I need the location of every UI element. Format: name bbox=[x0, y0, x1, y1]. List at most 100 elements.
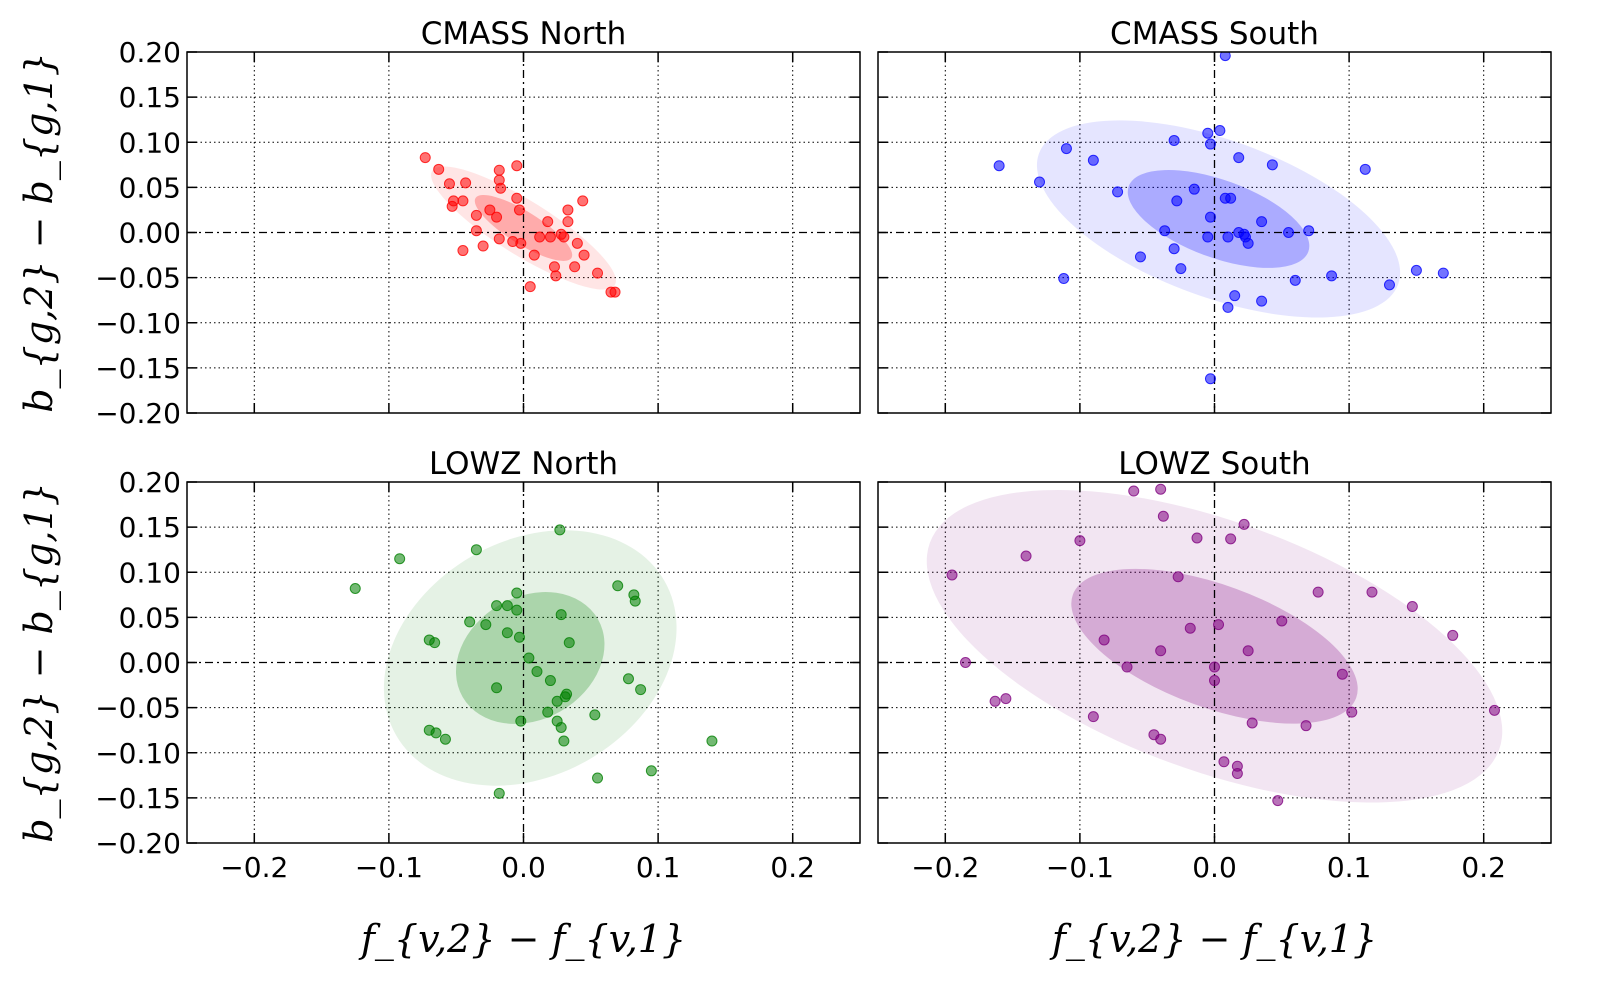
data-point bbox=[578, 249, 590, 261]
data-point bbox=[1172, 571, 1184, 583]
panel-title: LOWZ North bbox=[429, 446, 618, 482]
data-point bbox=[419, 152, 431, 164]
data-point bbox=[635, 684, 647, 696]
data-point bbox=[562, 204, 574, 216]
data-point bbox=[1266, 159, 1278, 171]
y-tick-label: −0.15 bbox=[95, 352, 181, 385]
data-point bbox=[1229, 290, 1241, 302]
panel-1: CMASS South bbox=[877, 16, 1552, 414]
data-point bbox=[1204, 211, 1216, 223]
data-point bbox=[430, 727, 442, 739]
x-tick-label: 0.0 bbox=[1192, 851, 1237, 884]
y-tick-label: 0.20 bbox=[119, 466, 181, 499]
data-point bbox=[1202, 127, 1214, 139]
data-point bbox=[470, 544, 482, 556]
data-point bbox=[457, 195, 469, 207]
data-point bbox=[501, 627, 513, 639]
data-point bbox=[457, 245, 469, 257]
data-point bbox=[1406, 601, 1418, 613]
data-point bbox=[1256, 295, 1268, 307]
data-point bbox=[1134, 251, 1146, 263]
data-point bbox=[1159, 225, 1171, 237]
data-point bbox=[1112, 186, 1124, 198]
data-point bbox=[993, 160, 1005, 172]
data-point bbox=[1020, 550, 1032, 562]
data-point bbox=[1128, 485, 1140, 497]
data-point bbox=[1175, 263, 1187, 275]
data-point bbox=[1326, 270, 1338, 282]
data-point bbox=[1155, 483, 1167, 495]
data-point bbox=[439, 733, 451, 745]
confidence-ellipse-inner bbox=[1127, 169, 1310, 268]
data-point bbox=[554, 524, 566, 536]
data-point bbox=[433, 163, 445, 175]
data-point bbox=[1168, 243, 1180, 255]
data-point bbox=[464, 616, 476, 628]
x-tick-label: 0.2 bbox=[1461, 851, 1506, 884]
data-point bbox=[592, 772, 604, 784]
x-tick-label: 0.0 bbox=[501, 851, 546, 884]
data-point bbox=[493, 164, 505, 176]
data-point bbox=[491, 211, 503, 223]
data-point bbox=[470, 225, 482, 237]
data-point bbox=[528, 249, 540, 261]
x-axis-label: f_{v,2} − f_{v,1} bbox=[1049, 917, 1377, 962]
data-point bbox=[1366, 586, 1378, 598]
data-point bbox=[571, 237, 583, 249]
data-point bbox=[1214, 125, 1226, 137]
data-point bbox=[1437, 267, 1449, 279]
data-point bbox=[349, 582, 361, 594]
data-point bbox=[544, 675, 556, 687]
panel-2: LOWZ North0.200.150.100.050.00−0.05−0.10… bbox=[17, 446, 861, 962]
data-point bbox=[1233, 152, 1245, 164]
data-point bbox=[1383, 279, 1395, 291]
data-point bbox=[1359, 163, 1371, 175]
x-axis-label: f_{v,2} − f_{v,1} bbox=[358, 917, 686, 962]
y-tick-label: 0.05 bbox=[119, 601, 181, 634]
data-point bbox=[1202, 231, 1214, 243]
data-point bbox=[443, 178, 455, 190]
y-tick-label: −0.05 bbox=[95, 262, 181, 295]
data-point bbox=[989, 695, 1001, 707]
data-point bbox=[493, 233, 505, 245]
data-point bbox=[1246, 717, 1258, 729]
data-point bbox=[1272, 795, 1284, 807]
data-point bbox=[1087, 711, 1099, 723]
panel-3: LOWZ South −0.2 −0.1 0.0 0.1 0.2 f_{v,2} − f_{… bbox=[877, 446, 1552, 962]
data-point bbox=[515, 715, 527, 727]
data-point bbox=[959, 657, 971, 668]
data-point bbox=[1184, 622, 1196, 634]
data-point bbox=[1242, 645, 1254, 657]
ellipse-group bbox=[1036, 120, 1401, 318]
data-point bbox=[1256, 216, 1268, 228]
data-point bbox=[622, 673, 634, 685]
y-tick-label: −0.15 bbox=[95, 782, 181, 815]
data-point bbox=[1204, 138, 1216, 150]
data-point bbox=[1219, 52, 1231, 62]
data-point bbox=[706, 735, 718, 747]
y-tick-label: −0.05 bbox=[95, 692, 181, 725]
data-point bbox=[1213, 619, 1225, 631]
data-point bbox=[511, 160, 523, 172]
data-point bbox=[1157, 510, 1169, 522]
data-point bbox=[1155, 733, 1167, 745]
x-tick-label: −0.2 bbox=[911, 851, 979, 884]
y-axis-label: b_{g,2} − b_{g,1} bbox=[17, 482, 62, 843]
y-tick-label: −0.10 bbox=[95, 737, 181, 770]
points-group bbox=[946, 483, 1500, 807]
data-point bbox=[1218, 756, 1230, 768]
data-point bbox=[1074, 535, 1086, 547]
data-point bbox=[609, 286, 621, 298]
data-point bbox=[1283, 227, 1295, 238]
data-point bbox=[460, 177, 472, 189]
data-point bbox=[511, 587, 523, 599]
data-point bbox=[1346, 706, 1358, 718]
data-point bbox=[1225, 533, 1237, 545]
data-point bbox=[394, 553, 406, 565]
data-point bbox=[1168, 134, 1180, 146]
data-point bbox=[558, 231, 570, 243]
data-point bbox=[534, 231, 546, 243]
data-point bbox=[480, 619, 492, 631]
x-tick-label: 0.1 bbox=[1327, 851, 1372, 884]
data-point bbox=[569, 261, 581, 273]
